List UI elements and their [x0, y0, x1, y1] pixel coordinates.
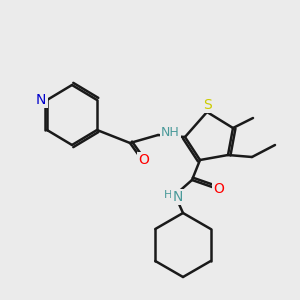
Text: N: N [173, 190, 183, 204]
Text: O: O [214, 182, 224, 196]
Text: O: O [139, 153, 149, 167]
Text: H: H [164, 190, 172, 200]
Text: S: S [202, 98, 211, 112]
Text: N: N [36, 93, 46, 107]
Text: NH: NH [161, 127, 180, 140]
